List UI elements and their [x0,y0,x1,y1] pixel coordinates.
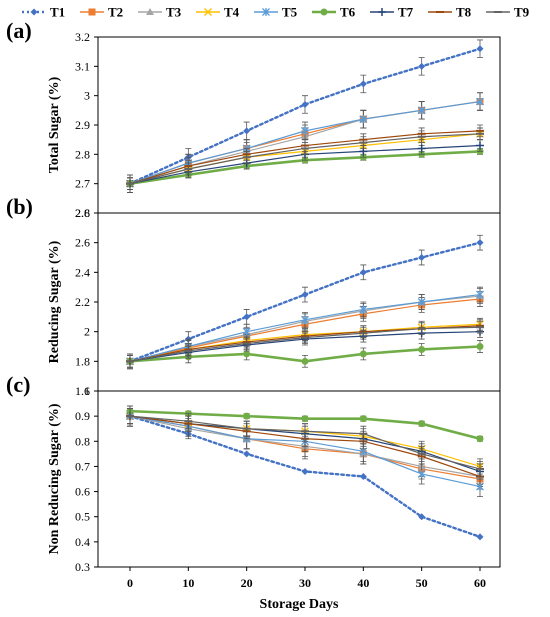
y-tick-label: 2.2 [75,295,90,309]
y-tick-label: 0.8 [75,434,90,448]
legend-marker-t6 [321,9,328,16]
y-tick-label: 3.2 [75,30,90,44]
x-tick-label: 0 [127,576,133,590]
x-tick-label: 60 [474,576,486,590]
data-point [418,420,425,427]
x-tick-label: 50 [416,576,428,590]
y-axis-title: Reducing Sugar (%) [47,240,62,363]
y-tick-label: 2.6 [75,236,90,250]
legend-item-t5: T5 [254,5,298,20]
legend-item-t7: T7 [370,5,414,20]
panels: (a) 2.6 2.7 2.8 2.9 3 3.1 3.2 Total Sugar (%) (b)… [6,18,500,590]
legend-label-t7: T7 [398,5,414,20]
legend-label-t9: T9 [514,5,530,20]
x-axis-title: Storage Days [260,597,339,612]
data-point [302,468,309,475]
x-tick-label: 30 [299,576,311,590]
series-t1 [127,40,484,193]
legend-label-t2: T2 [108,5,123,20]
panel-1: (a) 2.6 2.7 2.8 2.9 3 3.1 3.2 Total Sugar (%) [6,18,500,220]
data-point [302,291,309,298]
panel-letter: (a) [6,18,32,43]
y-tick-label: 0.9 [75,409,90,423]
data-point [243,127,250,134]
y-tick-label: 2 [84,325,90,339]
data-point [360,269,367,276]
y-tick-label: 0.7 [75,459,90,473]
y-tick-label: 2.4 [75,265,90,279]
data-point [243,350,250,357]
data-point [418,346,425,353]
data-point [477,533,484,540]
data-point [302,415,309,422]
y-tick-label: 2.8 [75,206,90,220]
data-point [302,358,309,365]
y-tick-label: 0.5 [75,510,90,524]
legend: T1 T2 T3 T4 T5 T6 T7 T8 T9 [22,5,530,20]
y-tick-label: 3 [84,89,90,103]
data-point [302,101,309,108]
panel-letter: (b) [6,194,33,219]
data-point [243,413,250,420]
x-tick-label: 40 [357,576,369,590]
y-tick-label: 0.3 [75,560,90,574]
data-point [418,63,425,70]
y-tick-label: 2.7 [75,177,90,191]
data-point [360,350,367,357]
legend-label-t4: T4 [224,5,240,20]
y-tick-label: 1 [84,384,90,398]
legend-item-t4: T4 [196,5,240,20]
y-tick-label: 0.4 [75,535,90,549]
y-tick-label: 0.6 [75,485,90,499]
legend-label-t6: T6 [340,5,356,20]
y-tick-label: 1.8 [75,354,90,368]
y-tick-label: 3.1 [75,59,90,73]
y-tick-label: 2.8 [75,147,90,161]
data-point [477,45,484,52]
legend-item-t8: T8 [428,5,472,20]
legend-item-t3: T3 [138,5,182,20]
data-point [477,343,484,350]
data-point [477,239,484,246]
panel-3: (c) 0.3 0.4 0.5 0.6 0.7 0.8 0.9 1 Non Reducing Su… [6,372,500,574]
data-point [477,435,484,442]
data-point [418,254,425,261]
legend-item-t9: T9 [486,5,530,20]
legend-marker-t7 [378,8,386,16]
panel-letter: (c) [6,372,30,397]
panel-frame [98,37,500,213]
data-point [243,450,250,457]
data-point [360,415,367,422]
legend-label-t8: T8 [456,5,472,20]
legend-marker-t2 [89,9,96,16]
data-point [360,80,367,87]
data-point [243,313,250,320]
y-axis-title: Total Sugar (%) [47,76,62,173]
panel-frame [98,213,500,391]
legend-label-t3: T3 [166,5,182,20]
y-tick-label: 2.9 [75,118,90,132]
legend-item-t6: T6 [312,5,356,20]
y-axis-title: Non Reducing Sugar (%) [47,403,62,554]
x-tick-label: 20 [241,576,253,590]
x-axis: 0 10 20 30 40 50 60 [127,567,486,590]
legend-item-t2: T2 [80,5,123,20]
x-tick-label: 10 [182,576,194,590]
legend-label-t5: T5 [282,5,298,20]
legend-label-t1: T1 [50,5,65,20]
legend-marker-t1 [31,9,38,16]
